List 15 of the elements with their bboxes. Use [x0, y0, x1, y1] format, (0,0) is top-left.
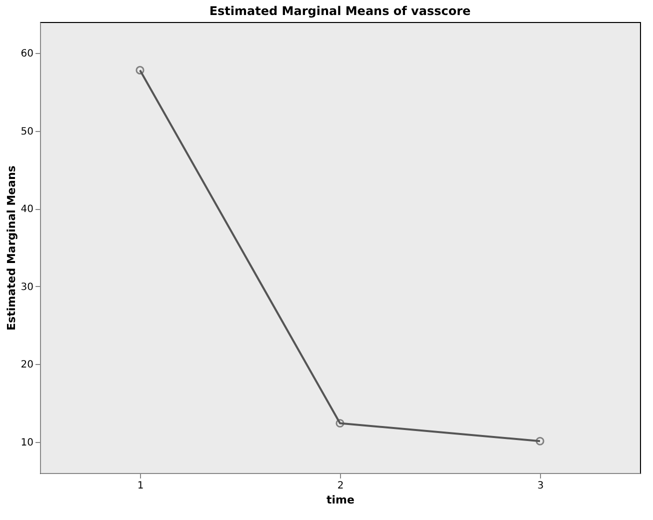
y-tick-label: 40 — [20, 204, 34, 216]
y-tick-label: 50 — [20, 126, 34, 138]
chart-title: Estimated Marginal Means of vasscore — [209, 4, 471, 18]
y-tick-label: 20 — [20, 360, 34, 371]
point — [136, 66, 144, 74]
x-tick-label: 3 — [537, 480, 544, 492]
y-axis-title: Estimated Marginal Means — [4, 165, 18, 330]
point — [336, 418, 344, 428]
x-tick-label: 2 — [337, 480, 344, 492]
y-tick-label: 60 — [20, 48, 34, 60]
y-tick-label: 10 — [20, 437, 34, 448]
x-axis-title: time — [326, 494, 354, 506]
point — [536, 436, 544, 446]
x-tick-label: 1 — [137, 480, 144, 492]
y-tick-label: 30 — [20, 282, 34, 293]
